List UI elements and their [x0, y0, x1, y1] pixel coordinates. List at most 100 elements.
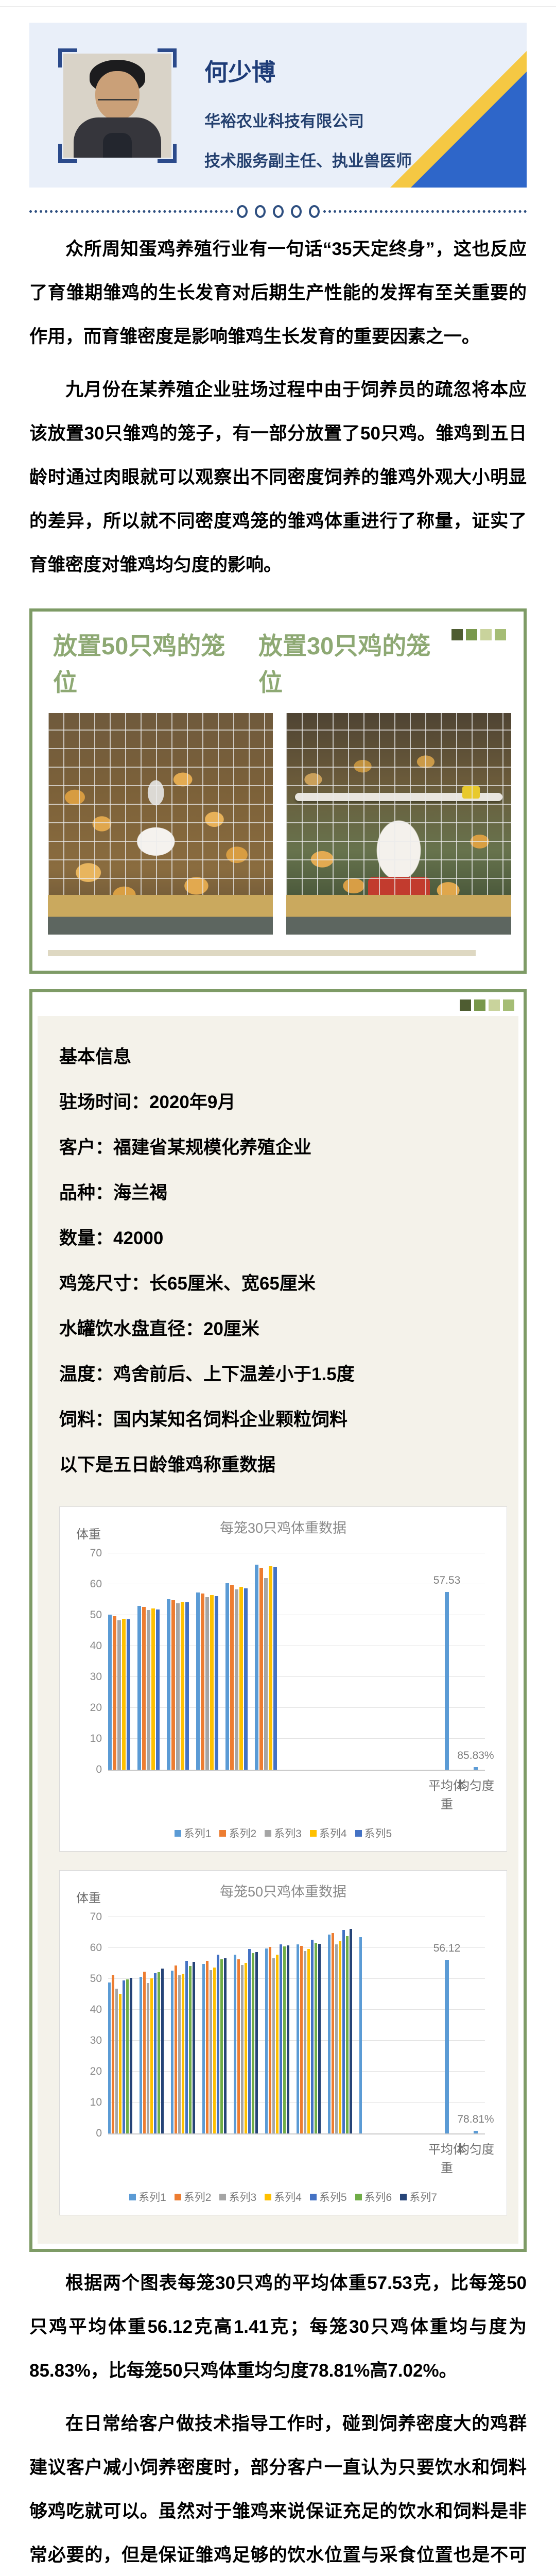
- divider-circle: [272, 205, 284, 218]
- bar-group: [196, 1553, 218, 1770]
- bar: [213, 1967, 216, 2133]
- info-line: 鸡笼尺寸：长65厘米、宽65厘米: [59, 1274, 316, 1294]
- legend-swatch: [355, 1829, 362, 1837]
- info-line: 以下是五日龄雏鸡称重数据: [59, 1455, 276, 1475]
- basic-info-list: 驻场时间：2020年9月客户：福建省某规模化养殖企业 品种：海兰褐 数量：42000…: [59, 1080, 507, 1488]
- bar: [147, 1610, 150, 1770]
- bar: [126, 1979, 129, 2133]
- bar-group: [140, 1917, 164, 2133]
- info-line: 驻场时间：2020年9月: [59, 1092, 236, 1112]
- summary-bar-group: 56.12 平均体重: [428, 1917, 465, 2175]
- legend-swatch: [219, 2193, 227, 2200]
- bar: [185, 1960, 188, 2133]
- photo-corner-bracket: [58, 48, 77, 67]
- info-line: 数量：42000: [59, 1228, 164, 1248]
- bar-group: [328, 1917, 352, 2133]
- feed-tray: [286, 894, 511, 935]
- legend-swatch: [174, 2193, 181, 2200]
- bar: [156, 1609, 160, 1770]
- info-line: 客户：福建省某规模化养殖企业: [59, 1138, 312, 1158]
- bar: [217, 1955, 219, 2133]
- bar: [264, 1578, 268, 1770]
- bar: [234, 1954, 236, 2133]
- bar: [154, 1973, 157, 2133]
- info-line: 水罐饮水盘直径：20厘米: [59, 1319, 259, 1339]
- bar: [225, 1583, 229, 1770]
- y-tick-label: 70: [90, 1911, 102, 1923]
- info-panel: 基本信息 驻场时间：2020年9月客户：福建省某规模化养殖企业 品种：海兰褐 数量：…: [38, 1016, 518, 2244]
- data-label: 56.12: [433, 1942, 461, 1955]
- chart-50-chickens-weight: 体重 每笼50只鸡体重数据 0 10 20 30 40 50 60 70 56.12 平均体重 78.8…: [59, 1870, 507, 2215]
- caption-50-chicken-cage: 放置50只鸡的笼位: [53, 632, 225, 696]
- info-line: 品种：海兰褐: [59, 1183, 168, 1203]
- summary-bar-group: 85.83% 均匀度: [457, 1553, 494, 1793]
- bar: [119, 1993, 121, 2133]
- bar: [280, 1944, 282, 2133]
- bar: [201, 1594, 204, 1770]
- legend-swatch: [219, 1829, 227, 1837]
- summary-bar-group: 78.81% 均匀度: [457, 1917, 494, 2157]
- bar: [137, 1606, 141, 1770]
- bar: [297, 1944, 299, 2133]
- bar: [332, 1933, 334, 2133]
- x-category-label: 平均体重: [428, 2143, 465, 2175]
- decorative-squares: [451, 629, 506, 640]
- chart-title: 每笼30只鸡体重数据: [219, 1520, 347, 1536]
- bar: [474, 2131, 478, 2133]
- basic-info-title: 基本信息: [59, 1047, 132, 1067]
- bar: [147, 1982, 149, 2133]
- legend-swatch: [174, 1829, 181, 1837]
- y-tick-label: 70: [90, 1547, 102, 1559]
- y-tick-label: 10: [90, 1733, 102, 1745]
- bar: [252, 1953, 254, 2133]
- bar: [241, 1965, 244, 2133]
- paragraph-intro: 众所周知蛋鸡养殖行业有一句话“35天定终身”，这也反应了育雏期雏鸡的生长发育对后…: [29, 239, 527, 347]
- bar: [244, 1588, 248, 1770]
- color-square: [503, 999, 514, 1011]
- bar: [158, 1972, 160, 2133]
- bar: [193, 1962, 195, 2133]
- author-name: 何少博: [204, 59, 275, 86]
- bar: [189, 1965, 192, 2133]
- bar: [150, 1978, 153, 2133]
- bar: [259, 1568, 263, 1770]
- divider-dotted-line: [29, 210, 233, 213]
- photo-corner-bracket: [158, 48, 177, 67]
- bar-group: [265, 1917, 289, 2133]
- chart-y-axis-label: 体重: [76, 1891, 101, 1905]
- bar: [202, 1964, 205, 2133]
- color-square: [466, 629, 477, 640]
- decorative-squares: [38, 997, 518, 1016]
- bar-group: [202, 1917, 227, 2133]
- gridline: [108, 1707, 485, 1708]
- bar: [171, 1600, 175, 1770]
- bar: [112, 1975, 114, 2133]
- bar: [248, 1948, 251, 2133]
- bar: [346, 1936, 349, 2133]
- y-tick-label: 40: [90, 2004, 102, 2016]
- bar: [359, 1937, 362, 2133]
- legend-swatch: [309, 2193, 317, 2200]
- chart-y-axis-label: 体重: [76, 1528, 101, 1541]
- y-tick-label: 10: [90, 2096, 102, 2109]
- bar: [237, 1959, 240, 2133]
- bar: [115, 1989, 118, 2133]
- bar: [224, 1958, 227, 2133]
- bar: [210, 1595, 214, 1770]
- y-tick-label: 20: [90, 2065, 102, 2078]
- bar-group: [137, 1553, 160, 1770]
- legend-swatch: [355, 2193, 362, 2200]
- bar: [318, 1944, 321, 2133]
- bar: [445, 1591, 449, 1770]
- card-blue-corner-decoration: [411, 72, 527, 188]
- bar-group: [171, 1917, 195, 2133]
- bar: [239, 1586, 243, 1770]
- divider-dotted-line: [323, 210, 527, 213]
- avatar-shirt: [103, 133, 132, 158]
- bar: [342, 1929, 345, 2133]
- bar: [161, 1968, 164, 2133]
- bar: [108, 1615, 112, 1770]
- author-job-title: 技术服务副主任、执业兽医师: [204, 152, 412, 170]
- bar: [215, 1596, 218, 1770]
- bar: [283, 1946, 286, 2133]
